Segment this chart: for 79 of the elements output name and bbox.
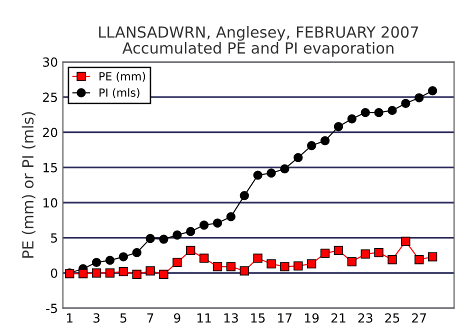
y-tick-label: 0	[50, 268, 58, 278]
point	[118, 266, 128, 276]
x-tick-label: 1	[67, 313, 72, 323]
point	[212, 262, 222, 272]
point	[428, 86, 438, 96]
point	[92, 258, 102, 268]
point	[414, 93, 424, 102]
point	[280, 164, 290, 174]
point	[320, 248, 330, 258]
point	[360, 108, 370, 118]
y-axis-title: PE (mm) or PI (mls)	[22, 112, 36, 258]
point	[159, 270, 168, 279]
point	[266, 259, 276, 268]
point	[186, 246, 196, 256]
point	[347, 114, 357, 124]
y-tick-label: -5	[46, 304, 57, 314]
point	[105, 268, 115, 278]
point	[320, 136, 330, 146]
point	[401, 98, 410, 108]
point	[172, 258, 182, 268]
point	[266, 168, 276, 178]
point	[334, 122, 344, 132]
point	[253, 254, 262, 263]
y-tick-label: 20	[43, 128, 58, 138]
y-tick-label: 25	[43, 92, 57, 102]
point	[186, 226, 196, 236]
point	[240, 190, 249, 200]
point	[388, 255, 397, 264]
point	[307, 141, 316, 150]
point	[159, 234, 168, 244]
y-tick-label: 15	[44, 163, 57, 172]
point	[226, 212, 236, 222]
point	[132, 270, 142, 279]
point	[118, 252, 128, 262]
point	[253, 170, 262, 180]
point	[347, 257, 357, 266]
point	[294, 261, 303, 271]
point	[172, 230, 182, 240]
point	[294, 153, 303, 162]
point	[105, 256, 115, 265]
point	[226, 262, 236, 272]
point	[199, 254, 209, 263]
legend-label: PE (mm)	[100, 72, 146, 82]
point	[374, 248, 384, 258]
x-tick-label: 19	[305, 313, 319, 323]
x-tick-label: 21	[331, 313, 346, 323]
y-tick-label: 10	[44, 198, 58, 208]
y-tick-label: 30	[43, 57, 58, 67]
x-tick-label: 17	[278, 313, 292, 323]
x-tick-label: 3	[93, 313, 100, 323]
point	[334, 246, 344, 256]
point	[78, 269, 88, 278]
chart-title: LLANSADWRN, Anglesey, FEBRUARY 2007 Accumulated PE and PI evaporation	[99, 26, 418, 57]
point	[146, 266, 155, 276]
point	[307, 259, 316, 268]
point	[146, 234, 155, 244]
point	[92, 268, 102, 278]
point	[132, 248, 142, 258]
x-tick-label: 7	[147, 313, 154, 323]
x-tick-label: 11	[197, 313, 211, 323]
point	[414, 255, 424, 264]
point	[240, 266, 249, 276]
y-tick-label: 5	[51, 233, 57, 243]
x-tick-label: 27	[412, 313, 426, 323]
point	[428, 252, 438, 262]
legend-label: PI (mls)	[100, 88, 140, 98]
x-tick-label: 13	[224, 313, 238, 323]
x-tick-label: 25	[385, 313, 400, 323]
x-tick-label: 15	[251, 313, 265, 323]
point	[360, 249, 370, 259]
point	[280, 262, 290, 272]
point	[212, 218, 222, 228]
point	[401, 236, 410, 246]
x-tick-label: 9	[174, 313, 180, 323]
point	[374, 108, 384, 118]
x-tick-label: 23	[358, 313, 372, 323]
point	[388, 106, 397, 116]
x-tick-label: 5	[120, 313, 126, 323]
point	[199, 220, 209, 230]
